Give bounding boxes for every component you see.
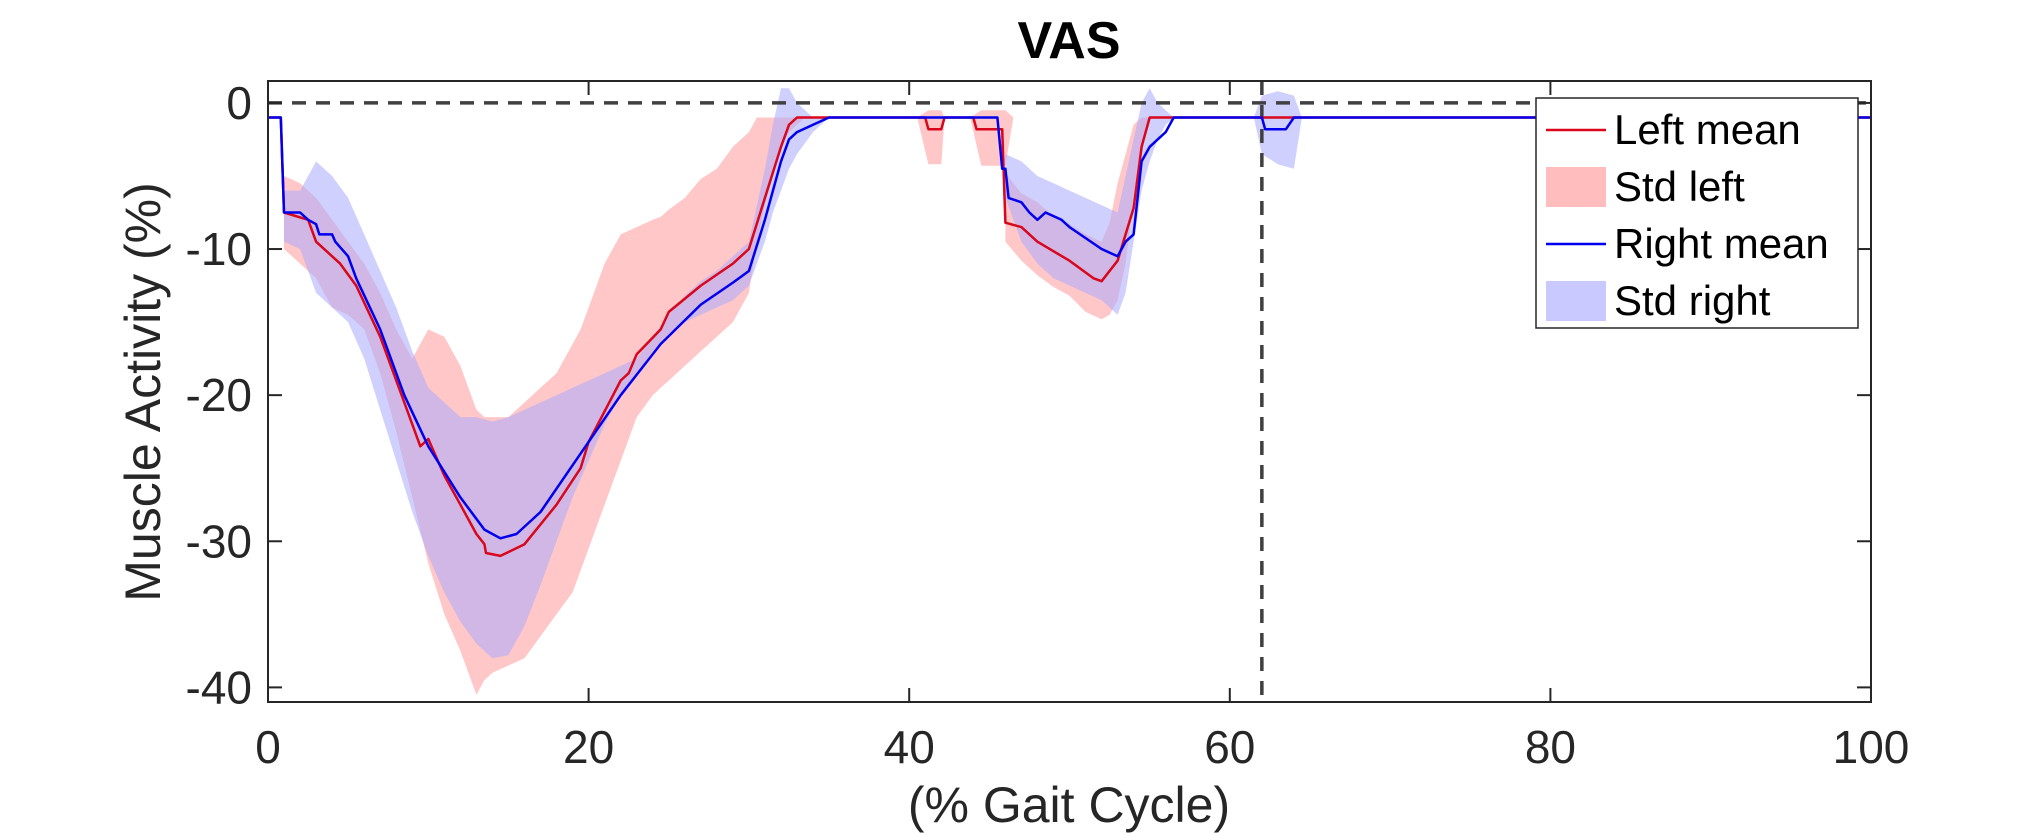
std-left-band-1 [917, 110, 945, 165]
legend-std-right-swatch [1546, 281, 1606, 321]
std-bands [284, 88, 1302, 695]
x-tick-label: 40 [884, 721, 935, 773]
legend: Left mean Std left Right mean Std right [1535, 97, 1859, 329]
left-mean-line [268, 116, 1871, 558]
std-right-band-1 [1005, 88, 1182, 315]
y-axis-label: Muscle Activity (%) [115, 182, 171, 602]
tick-labels: 0 20 40 60 80 100 0 -10 -20 -30 -40 [186, 77, 1910, 773]
legend-left-mean-label: Left mean [1614, 106, 1801, 153]
mean-lines [268, 116, 1871, 558]
x-tick-label: 0 [255, 721, 281, 773]
x-tick-label: 100 [1833, 721, 1910, 773]
legend-right-mean-label: Right mean [1614, 220, 1829, 267]
y-tick-label: 0 [226, 77, 252, 129]
axis-ticks [267, 81, 1872, 702]
x-tick-label: 20 [563, 721, 614, 773]
legend-std-left-swatch [1546, 167, 1606, 207]
x-axis-label: (% Gait Cycle) [908, 777, 1230, 833]
y-tick-label: -20 [186, 369, 252, 421]
y-tick-label: -30 [186, 515, 252, 567]
legend-std-right-label: Std right [1614, 277, 1771, 324]
y-tick-label: -40 [186, 661, 252, 713]
right-mean-line [268, 116, 1871, 540]
axes-box [267, 80, 1872, 703]
legend-std-left-label: Std left [1614, 163, 1745, 210]
std-right-band-0 [284, 88, 829, 659]
x-tick-label: 80 [1525, 721, 1576, 773]
y-tick-label: -10 [186, 223, 252, 275]
chart-title: VAS [1017, 12, 1120, 70]
x-tick-label: 60 [1204, 721, 1255, 773]
reference-lines [268, 81, 1871, 702]
